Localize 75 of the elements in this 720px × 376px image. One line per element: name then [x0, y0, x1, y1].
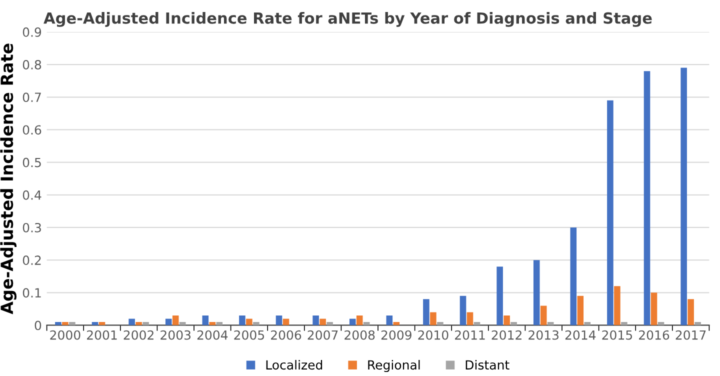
x-tick-label: 2001: [87, 330, 117, 340]
bar: [62, 322, 68, 326]
bar: [69, 322, 76, 326]
bar: [510, 322, 517, 326]
bar: [282, 318, 290, 326]
x-tick-label: 2007: [308, 330, 338, 340]
bar: [423, 299, 430, 326]
bar: [386, 315, 393, 326]
bar: [496, 266, 503, 326]
bar: [312, 315, 319, 326]
x-tick-label: 2014: [565, 330, 596, 340]
y-tick-label: 0: [34, 320, 42, 330]
x-tick-label: 2006: [271, 330, 302, 340]
bar: [694, 322, 701, 326]
bar: [326, 322, 333, 326]
x-tick-label: 2000: [50, 330, 80, 340]
bar: [466, 312, 474, 326]
bar: [570, 227, 577, 326]
y-tick-label: 0.5: [22, 158, 41, 168]
bar: [276, 315, 282, 326]
legend-label: Regional: [368, 360, 420, 372]
bar: [55, 322, 62, 326]
bar: [504, 315, 510, 326]
y-tick-label: 0.6: [22, 125, 42, 135]
bar: [202, 315, 209, 326]
x-tick-label: 2005: [234, 330, 264, 340]
bar: [680, 68, 687, 326]
y-tick-label: 0.4: [22, 190, 42, 200]
y-tick-label: 0.2: [22, 256, 41, 265]
bar: [460, 296, 466, 326]
x-tick-label: 2004: [197, 330, 228, 340]
bar: [644, 71, 650, 326]
chart-title: Age-Adjusted Incidence Rate for aNETs by Year of Diagnosis and Stage: [44, 12, 652, 27]
y-tick-label: 0.1: [22, 288, 41, 298]
y-tick-label: 0.3: [22, 222, 41, 232]
bar: [614, 286, 620, 326]
x-tick-label: 2015: [602, 330, 632, 340]
bar: [688, 299, 694, 326]
legend-label: Distant: [466, 360, 510, 370]
bar: [650, 292, 658, 326]
bar: [239, 315, 246, 326]
bar: [430, 312, 436, 326]
bar: [142, 322, 149, 326]
bar: [540, 306, 547, 326]
bar: [584, 322, 591, 326]
y-tick-label: 0.8: [22, 60, 42, 70]
bar: [320, 318, 326, 326]
bar: [136, 322, 142, 326]
y-tick-label: 0.9: [22, 27, 42, 37]
bar: [172, 315, 179, 326]
x-tick-label: 2012: [492, 330, 522, 340]
x-tick-label: 2011: [455, 330, 485, 340]
x-tick-label: 2016: [639, 330, 670, 340]
bar: [577, 296, 584, 326]
bar: [437, 322, 444, 326]
x-tick-label: 2002: [124, 330, 154, 340]
bar: [246, 318, 252, 326]
y-axis-title: Age-Adjusted Incidence Rate: [0, 44, 17, 314]
x-tick-label: 2017: [676, 330, 706, 340]
bar: [349, 318, 356, 326]
bar: [533, 260, 540, 326]
y-tick-label: 0.7: [22, 92, 41, 102]
x-tick-label: 2010: [418, 330, 448, 340]
bar: [165, 318, 172, 326]
legend-label: Localized: [266, 360, 322, 370]
bar: [607, 100, 614, 326]
x-tick-label: 2013: [528, 330, 559, 340]
bar: [128, 318, 135, 326]
bar: [216, 322, 223, 326]
bar: [621, 322, 628, 326]
x-tick-label: 2008: [344, 330, 375, 340]
bar: [253, 322, 260, 326]
x-tick-label: 2009: [381, 330, 412, 340]
x-tick-label: 2003: [160, 330, 191, 340]
bar: [356, 315, 363, 326]
